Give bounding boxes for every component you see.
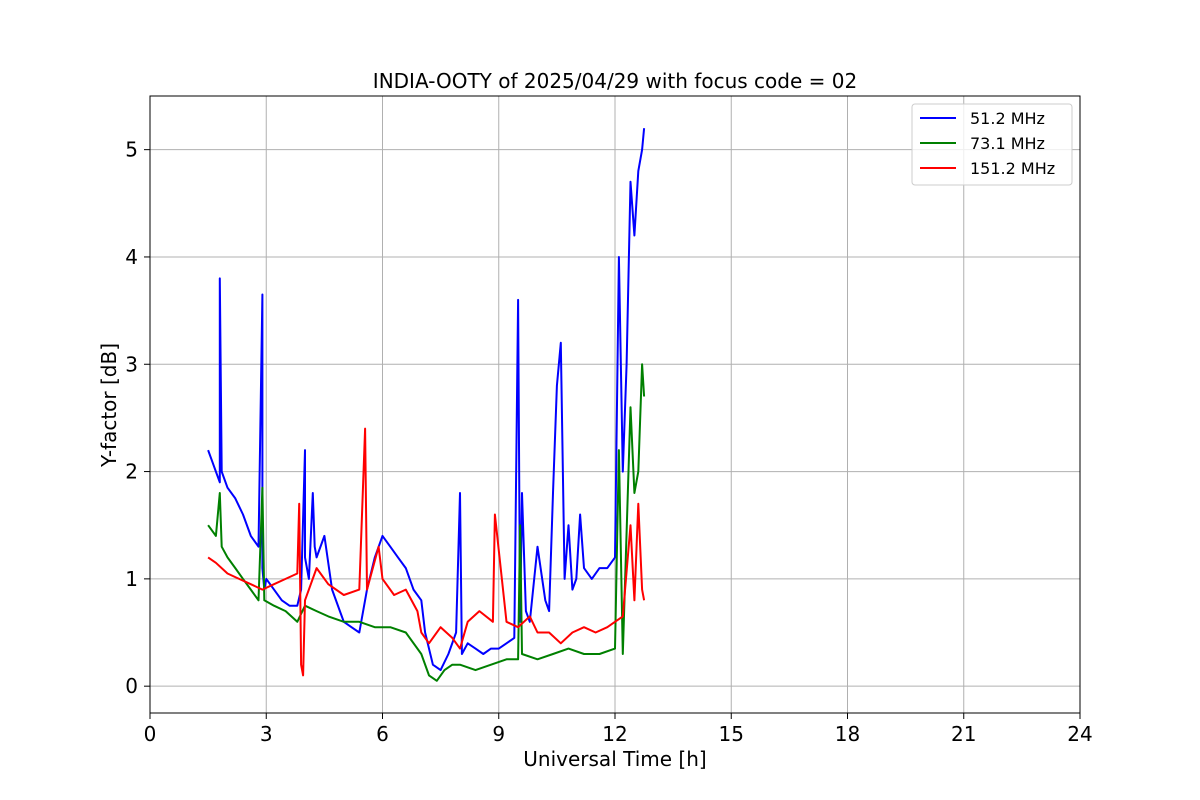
y-tick-label: 0 [125, 674, 138, 698]
x-tick-label: 0 [144, 722, 157, 746]
x-tick-label: 6 [376, 722, 389, 746]
legend-box [911, 103, 1073, 186]
y-tick-label: 5 [125, 138, 138, 162]
legend-entry: 151.2 MHz [970, 159, 1055, 178]
x-tick-label: 24 [1067, 722, 1092, 746]
legend: 51.2 MHz 73.1 MHz 151.2 MHz [911, 103, 1073, 186]
chart-title: INDIA-OOTY of 2025/04/29 with focus code… [373, 69, 857, 93]
y-tick-label: 3 [125, 352, 138, 376]
plot-area [207, 128, 646, 682]
legend-entry: 51.2 MHz [970, 109, 1045, 128]
series-line-2 [207, 427, 646, 677]
x-tick-label: 3 [260, 722, 273, 746]
y-tick-label: 1 [125, 567, 138, 591]
x-tick-label: 12 [602, 722, 627, 746]
x-tick-label: 21 [951, 722, 976, 746]
series-line-1 [207, 363, 646, 682]
legend-entry: 73.1 MHz [970, 134, 1045, 153]
y-tick-label: 4 [125, 245, 138, 269]
x-tick-label: 15 [719, 722, 744, 746]
y-axis-label: Y-factor [dB] [97, 343, 121, 468]
x-axis-label: Universal Time [h] [523, 747, 706, 771]
x-tick-label: 9 [492, 722, 505, 746]
y-tick-label: 2 [125, 460, 138, 484]
series-line-0 [207, 128, 646, 672]
x-tick-label: 18 [835, 722, 860, 746]
